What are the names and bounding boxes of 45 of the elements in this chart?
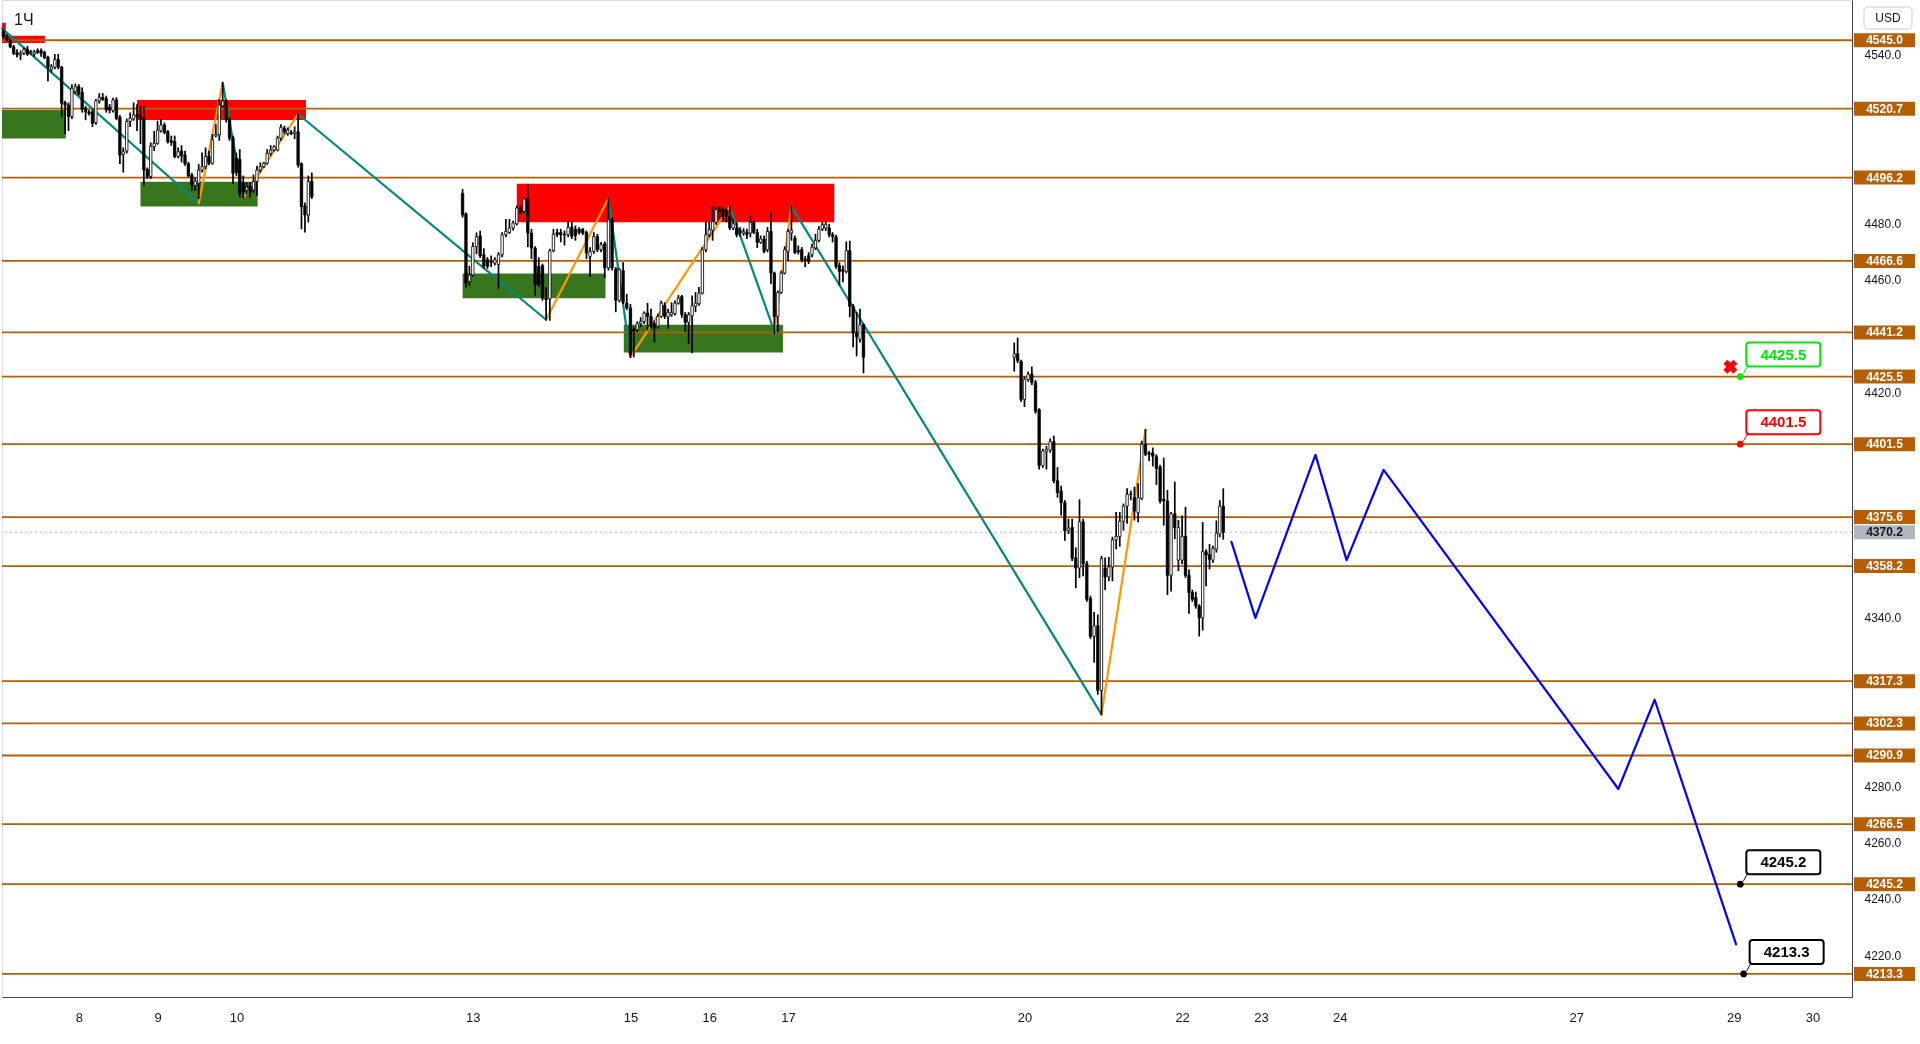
x-tick-label: 23 — [1254, 1009, 1269, 1025]
x-tick-label: 27 — [1569, 1009, 1584, 1025]
y-tick-label: 4340.0 — [1864, 610, 1902, 625]
ref-line-label: 4375.6 — [1866, 510, 1904, 525]
y-tick-label: 4420.0 — [1864, 385, 1902, 400]
x-tick-label: 20 — [1017, 1009, 1033, 1025]
x-tick-label: 10 — [229, 1009, 245, 1025]
ref-line-label: 4317.3 — [1866, 674, 1904, 689]
y-tick-label: 4460.0 — [1864, 273, 1902, 288]
ref-line-label: 4520.7 — [1866, 101, 1904, 116]
x-tick-label: 24 — [1333, 1009, 1348, 1025]
ref-line-label: 4441.2 — [1866, 325, 1904, 340]
x-tick-label: 22 — [1175, 1009, 1190, 1025]
data-label: 4213.3 — [1763, 942, 1810, 960]
data-label: 4245.2 — [1760, 853, 1807, 871]
x-tick-label: 16 — [702, 1009, 717, 1025]
ref-line-label: 4496.2 — [1866, 170, 1904, 185]
data-label: 4425.5 — [1760, 345, 1807, 363]
ref-line-label: 4425.5 — [1866, 369, 1904, 384]
text: USD — [1875, 11, 1901, 25]
ref-line-label: 4266.5 — [1866, 817, 1904, 832]
x-tick-label: 30 — [1805, 1009, 1821, 1025]
x-tick-label: 15 — [623, 1009, 639, 1025]
x-tick-label: 29 — [1727, 1009, 1742, 1025]
ref-line-label: 4370.2 — [1866, 525, 1904, 540]
y-tick-label: 4220.0 — [1864, 948, 1902, 963]
ref-line-label: 4213.3 — [1866, 966, 1904, 981]
x-tick-label: 17 — [781, 1009, 796, 1025]
ref-line-label: 4358.2 — [1866, 559, 1904, 574]
y-tick-label: 4480.0 — [1864, 216, 1902, 231]
y-tick-label: 4260.0 — [1864, 835, 1902, 850]
y-tick-label: 4240.0 — [1864, 892, 1902, 907]
ref-line-label: 4302.3 — [1866, 716, 1904, 731]
ref-line-label: 4545.0 — [1866, 33, 1904, 48]
text: 1Ч — [14, 11, 34, 28]
ref-line-label: 4245.2 — [1866, 877, 1904, 892]
x-tick-label: 9 — [154, 1009, 162, 1025]
y-tick-label: 4540.0 — [1864, 47, 1902, 62]
ref-line-label: 4290.9 — [1866, 748, 1904, 763]
ref-line-label: 4401.5 — [1866, 437, 1904, 452]
ref-line-label: 4466.6 — [1866, 253, 1904, 268]
x-tick-label: 8 — [75, 1009, 83, 1025]
data-label: 4401.5 — [1760, 413, 1807, 431]
x-tick-label: 13 — [466, 1009, 481, 1025]
y-tick-label: 4280.0 — [1864, 779, 1902, 794]
